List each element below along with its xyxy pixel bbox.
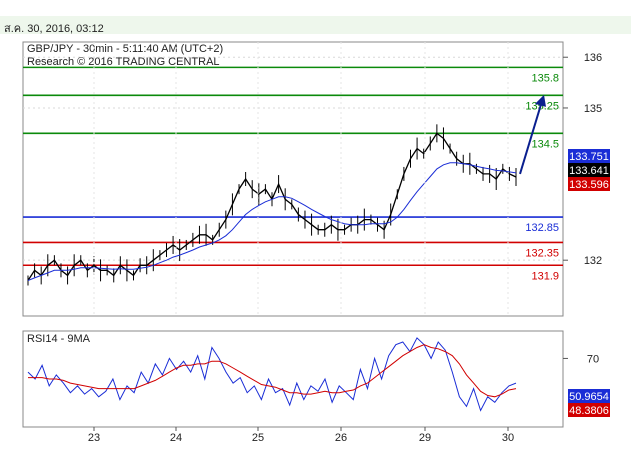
x-tick-label: 25 [252,432,264,444]
rsi-series [27,337,517,412]
date-strip [0,16,631,34]
y-tick-label: 136 [584,52,602,64]
x-tick-label: 23 [88,432,100,444]
y-tick-label: 135 [584,103,602,115]
price-panel [22,41,564,317]
rsi-panel [22,330,564,428]
level-label: 135.25 [525,100,559,112]
x-tick-label: 29 [419,432,431,444]
rsi-y-ticks: 70 [563,353,599,365]
rsi-line [27,337,517,412]
price-tag [568,149,610,163]
price-tag [568,163,610,177]
price-tag-label: 133.596 [569,179,609,191]
rsi-tag-label: 50.9654 [569,391,609,403]
rsi-tag-label: 48.3806 [569,405,609,417]
date-label: ส.ค. 30, 2016, 03:12 [4,23,104,35]
level-label: 134.5 [531,138,559,150]
level-label: 132.85 [525,222,559,234]
x-axis-ticks: 23 24 25 26 29 30 [88,42,514,444]
rsi-tags: 50.9654 48.3806 [568,389,610,417]
price-tag-label: 133.641 [569,165,609,177]
x-tick-label: 24 [170,432,182,444]
level-label: 132.35 [525,247,559,259]
x-tick-label: 26 [335,432,347,444]
y-tick-label: 132 [584,255,602,267]
price-tags: 133.751 133.641 133.596 [568,149,610,191]
x-tick-label: 30 [502,432,514,444]
price-grid [23,56,563,261]
rsi-tick-label: 70 [587,353,599,365]
price-y-ticks: 132 135 136 [563,52,602,267]
forecast-arrow-head [535,94,546,107]
chart-subtitle: Research © 2016 TRADING CENTRAL [27,56,220,68]
chart-title: GBP/JPY - 30min - 5:11:40 AM (UTC+2) [27,43,223,55]
price-tag-label: 133.751 [569,151,609,163]
rsi-tag [568,389,610,403]
level-label: 135.8 [531,72,559,84]
price-series [27,94,546,286]
rsi-title: RSI14 - 9MA [27,333,91,345]
rsi-tag [568,403,610,417]
forecast-arrow [519,97,544,175]
price-tag [568,177,610,191]
moving-average-line [27,162,517,281]
price-levels: 135.8 135.25 134.5 132.85 132.35 131.9 [23,66,563,282]
rsi-ma-line [28,344,517,398]
level-label: 131.9 [531,270,559,282]
